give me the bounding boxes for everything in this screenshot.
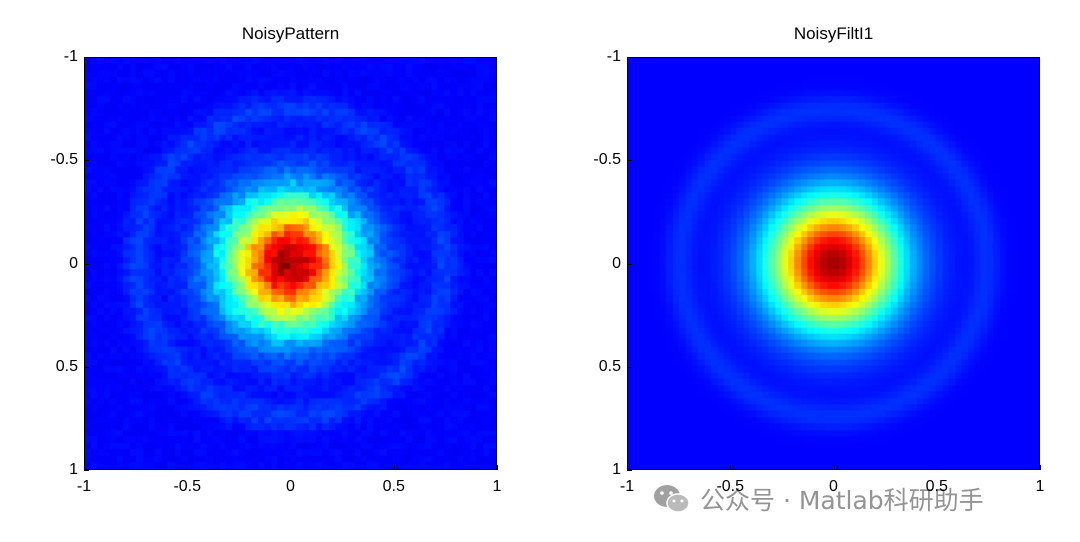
x-tick-label: -1 bbox=[76, 478, 92, 495]
x-tick-mark bbox=[497, 465, 498, 470]
heatmap-image-right bbox=[628, 58, 1039, 469]
x-tick-mark bbox=[1040, 465, 1041, 470]
y-tick-label: 0 bbox=[69, 254, 78, 272]
x-tick-label: 0.5 bbox=[382, 478, 405, 495]
y-tick-label: -0.5 bbox=[593, 151, 621, 169]
y-tick-label: 1 bbox=[69, 461, 78, 478]
y-tick-label: -1 bbox=[63, 48, 78, 65]
y-tick-label: -0.5 bbox=[50, 151, 78, 169]
y-tick-mark bbox=[627, 160, 632, 162]
y-tick-mark bbox=[84, 366, 89, 368]
x-tick-mark bbox=[730, 465, 732, 470]
y-tick-mark bbox=[627, 470, 632, 471]
y-tick-mark bbox=[84, 57, 89, 58]
y-tick-mark bbox=[84, 160, 89, 162]
watermark-text: 公众号 · Matlab科研助手 bbox=[700, 486, 984, 515]
x-tick-mark bbox=[84, 465, 85, 470]
chart-title-right: NoisyFiltI1 bbox=[793, 24, 874, 43]
y-tick-label: 0 bbox=[612, 254, 621, 272]
y-tick-mark bbox=[84, 263, 89, 265]
wechat-icon bbox=[654, 485, 690, 513]
chart-title-left: NoisyPattern bbox=[241, 24, 340, 43]
y-tick-mark bbox=[627, 57, 632, 58]
heatmap-axes-left bbox=[84, 57, 497, 470]
heatmap-axes-right bbox=[627, 57, 1040, 470]
x-tick-label: -1 bbox=[619, 478, 635, 495]
y-tick-label: 0.5 bbox=[55, 357, 78, 375]
x-tick-label: -0.5 bbox=[173, 478, 202, 495]
x-tick-mark bbox=[393, 465, 395, 470]
x-tick-label: 1 bbox=[492, 478, 502, 495]
x-tick-label: 1 bbox=[1035, 478, 1045, 495]
x-tick-label: 0 bbox=[829, 478, 838, 495]
x-tick-mark bbox=[627, 465, 628, 470]
y-tick-mark bbox=[627, 263, 632, 265]
y-tick-mark bbox=[627, 366, 632, 368]
y-tick-label: -1 bbox=[606, 48, 621, 65]
y-tick-label: 1 bbox=[612, 461, 621, 478]
x-tick-mark bbox=[187, 465, 189, 470]
y-tick-mark bbox=[84, 470, 89, 471]
x-tick-label: 0 bbox=[286, 478, 295, 495]
y-tick-label: 0.5 bbox=[598, 357, 621, 375]
x-tick-mark bbox=[833, 465, 835, 470]
x-tick-label: -0.5 bbox=[716, 478, 745, 495]
x-tick-mark bbox=[936, 465, 938, 470]
watermark: 公众号 · Matlab科研助手 bbox=[652, 478, 984, 520]
x-tick-label: 0.5 bbox=[925, 478, 948, 495]
heatmap-image-left bbox=[85, 58, 496, 469]
x-tick-mark bbox=[290, 465, 292, 470]
